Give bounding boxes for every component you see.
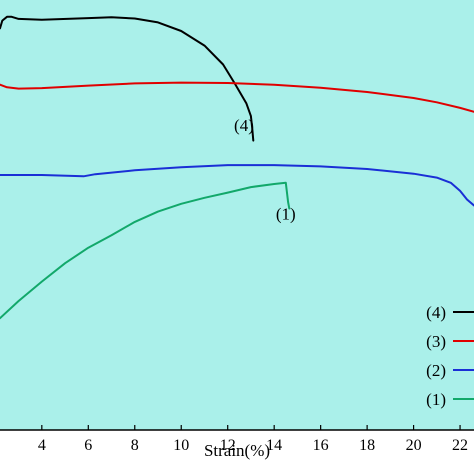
- x-tick-label: 20: [406, 437, 422, 454]
- annotations: (4) (1): [234, 116, 296, 223]
- plot-background: [0, 0, 474, 430]
- annotation-label: (1): [276, 204, 296, 223]
- x-axis-title: Strain(%): [204, 441, 270, 460]
- x-tick-label: 10: [173, 437, 189, 454]
- series-line-4: [0, 15, 255, 142]
- x-tick-label: 12: [220, 437, 236, 454]
- x-tick-label: 16: [313, 437, 329, 454]
- x-tick-label: 14: [266, 437, 282, 454]
- legend: (4) (3) (2) (1): [426, 303, 474, 409]
- x-tick-label: 22: [452, 437, 468, 454]
- x-axis-ticks: 4 6 8 10 12 14 16 18 20 22: [38, 425, 468, 454]
- series-line-1: [0, 181, 291, 320]
- series-lines: [0, 15, 474, 320]
- x-tick-label: 18: [359, 437, 375, 454]
- x-tick-label: 8: [131, 437, 139, 454]
- x-tick-label: 6: [84, 437, 92, 454]
- annotation-label: (4): [234, 116, 254, 135]
- legend-label: (2): [426, 361, 446, 380]
- x-tick-label: 4: [38, 437, 46, 454]
- series-line-3: [0, 81, 474, 113]
- series-line-2: [0, 164, 474, 207]
- legend-label: (4): [426, 303, 446, 322]
- legend-label: (1): [426, 390, 446, 409]
- legend-label: (3): [426, 332, 446, 351]
